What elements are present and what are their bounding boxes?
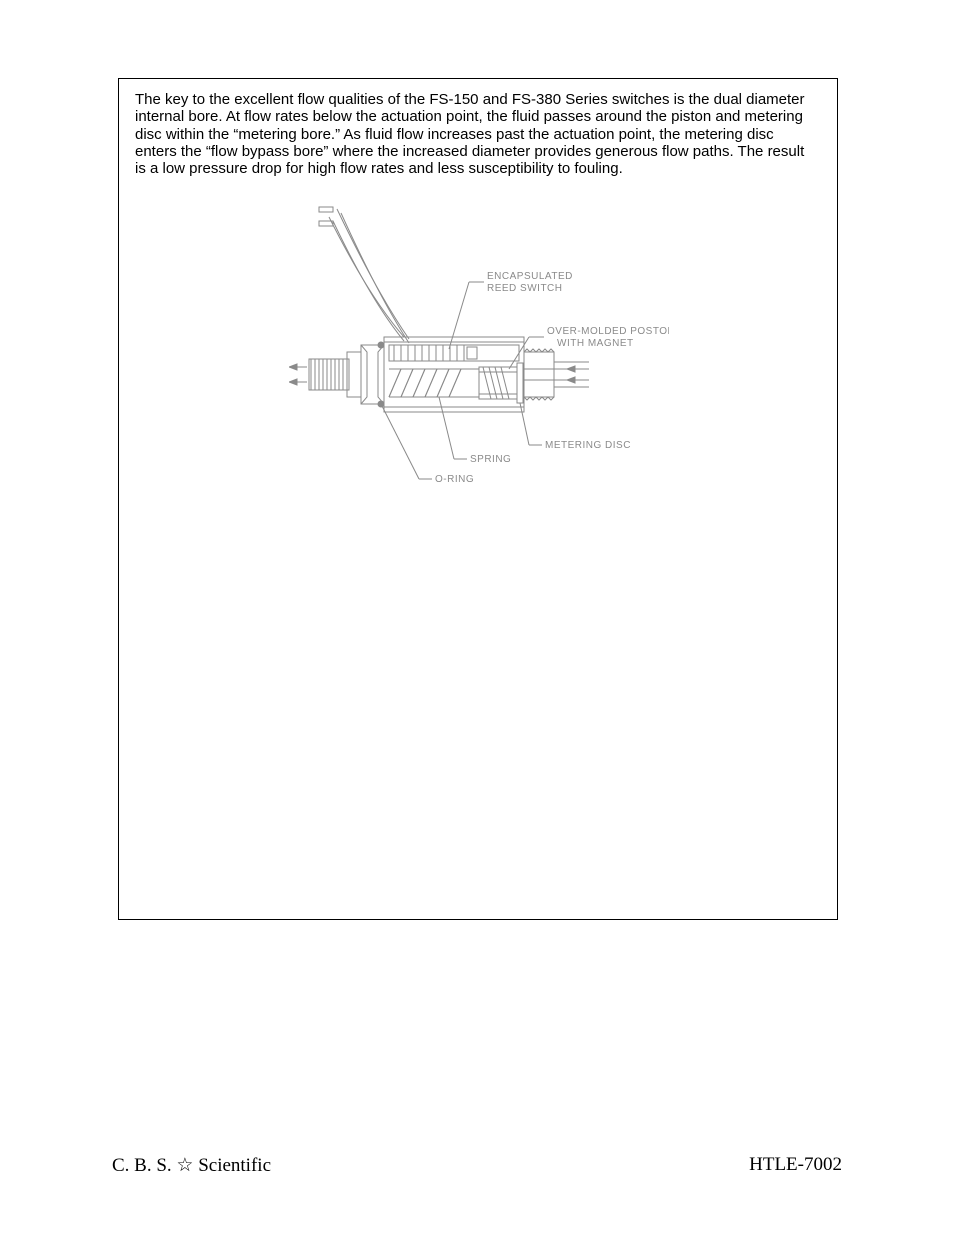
footer-left: C. B. S. ☆ Scientific xyxy=(112,1154,271,1177)
label-o-ring: O-RING xyxy=(435,474,474,485)
label-over-molded: OVER-MOLDED POSTON xyxy=(547,326,669,337)
label-reed-switch: REED SWITCH xyxy=(487,283,563,294)
label-encapsulated: ENCAPSULATED xyxy=(487,271,573,282)
label-metering-disc: METERING DISC xyxy=(545,440,631,451)
label-spring: SPRING xyxy=(470,454,511,465)
footer-right: HTLE-7002 xyxy=(749,1154,842,1176)
flow-switch-diagram: ENCAPSULATED REED SWITCH OVER-MOLDED POS… xyxy=(289,197,669,497)
body-paragraph: The key to the excellent flow qualities … xyxy=(135,91,815,177)
label-with-magnet: WITH MAGNET xyxy=(557,338,634,349)
page-frame: The key to the excellent flow qualities … xyxy=(118,78,838,920)
